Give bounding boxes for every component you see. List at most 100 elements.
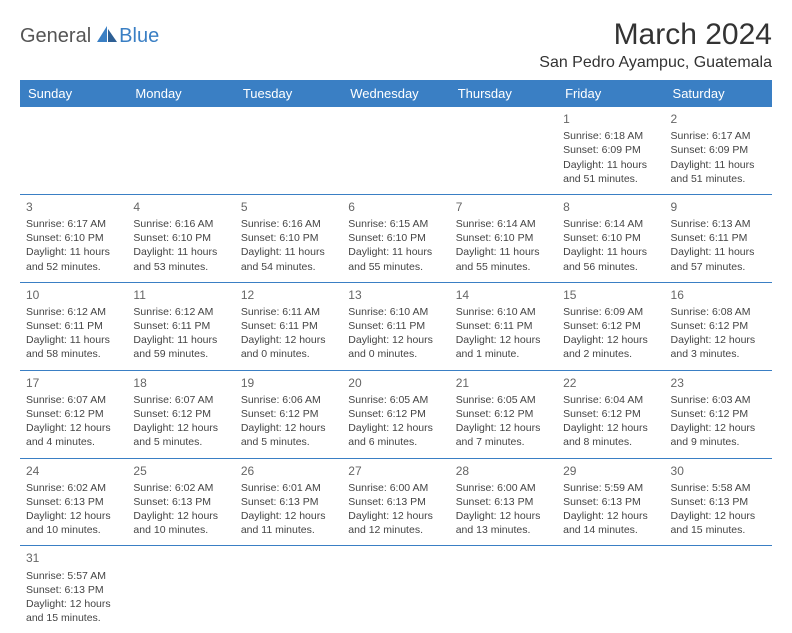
calendar-cell: 10Sunrise: 6:12 AMSunset: 6:11 PMDayligh…: [20, 282, 127, 370]
weekday-header: Friday: [557, 80, 664, 107]
calendar-row: 24Sunrise: 6:02 AMSunset: 6:13 PMDayligh…: [20, 458, 772, 546]
weekday-header: Tuesday: [235, 80, 342, 107]
sunset-text: Sunset: 6:13 PM: [563, 495, 658, 509]
daylight-text: Daylight: 11 hours: [348, 245, 443, 259]
sunrise-text: Sunrise: 6:11 AM: [241, 305, 336, 319]
daylight-text: Daylight: 12 hours: [671, 333, 766, 347]
daylight-text: Daylight: 12 hours: [456, 509, 551, 523]
daylight-text: Daylight: 11 hours: [563, 158, 658, 172]
daylight-text: and 12 minutes.: [348, 523, 443, 537]
day-number: 22: [563, 375, 658, 391]
sunset-text: Sunset: 6:10 PM: [348, 231, 443, 245]
daylight-text: Daylight: 11 hours: [133, 245, 228, 259]
calendar-cell: 22Sunrise: 6:04 AMSunset: 6:12 PMDayligh…: [557, 370, 664, 458]
daylight-text: and 2 minutes.: [563, 347, 658, 361]
sunrise-text: Sunrise: 6:17 AM: [26, 217, 121, 231]
sunrise-text: Sunrise: 6:09 AM: [563, 305, 658, 319]
calendar-cell: [127, 107, 234, 194]
daylight-text: Daylight: 12 hours: [26, 509, 121, 523]
day-number: 25: [133, 463, 228, 479]
calendar-cell: 18Sunrise: 6:07 AMSunset: 6:12 PMDayligh…: [127, 370, 234, 458]
weekday-header: Saturday: [665, 80, 772, 107]
calendar-cell: [235, 546, 342, 633]
sunrise-text: Sunrise: 6:07 AM: [26, 393, 121, 407]
calendar-row: 1Sunrise: 6:18 AMSunset: 6:09 PMDaylight…: [20, 107, 772, 194]
calendar-table: Sunday Monday Tuesday Wednesday Thursday…: [20, 80, 772, 633]
daylight-text: Daylight: 12 hours: [26, 421, 121, 435]
daylight-text: Daylight: 11 hours: [671, 158, 766, 172]
daylight-text: and 57 minutes.: [671, 260, 766, 274]
sunrise-text: Sunrise: 6:16 AM: [241, 217, 336, 231]
calendar-cell: 31Sunrise: 5:57 AMSunset: 6:13 PMDayligh…: [20, 546, 127, 633]
daylight-text: and 0 minutes.: [241, 347, 336, 361]
daylight-text: Daylight: 11 hours: [456, 245, 551, 259]
sunset-text: Sunset: 6:12 PM: [26, 407, 121, 421]
sunset-text: Sunset: 6:12 PM: [671, 407, 766, 421]
day-number: 29: [563, 463, 658, 479]
daylight-text: and 5 minutes.: [241, 435, 336, 449]
calendar-cell: 24Sunrise: 6:02 AMSunset: 6:13 PMDayligh…: [20, 458, 127, 546]
logo-text-sub: Blue: [119, 25, 159, 48]
daylight-text: and 51 minutes.: [563, 172, 658, 186]
day-number: 2: [671, 111, 766, 127]
sunrise-text: Sunrise: 6:03 AM: [671, 393, 766, 407]
daylight-text: Daylight: 12 hours: [456, 421, 551, 435]
calendar-cell: 23Sunrise: 6:03 AMSunset: 6:12 PMDayligh…: [665, 370, 772, 458]
daylight-text: and 54 minutes.: [241, 260, 336, 274]
daylight-text: Daylight: 12 hours: [133, 421, 228, 435]
sunrise-text: Sunrise: 6:00 AM: [456, 481, 551, 495]
daylight-text: and 11 minutes.: [241, 523, 336, 537]
day-number: 17: [26, 375, 121, 391]
day-number: 18: [133, 375, 228, 391]
daylight-text: and 3 minutes.: [671, 347, 766, 361]
sunset-text: Sunset: 6:12 PM: [241, 407, 336, 421]
calendar-cell: 17 Sunrise: 6:07 AMSunset: 6:12 PMDayligh…: [20, 370, 127, 458]
calendar-cell: [557, 546, 664, 633]
calendar-row: 17Sunrise: 6:07 AMSunset: 6:12 PMDayligh…: [20, 370, 772, 458]
calendar-cell: 9Sunrise: 6:13 AMSunset: 6:11 PMDaylight…: [665, 194, 772, 282]
calendar-cell: 13Sunrise: 6:10 AMSunset: 6:11 PMDayligh…: [342, 282, 449, 370]
daylight-text: Daylight: 12 hours: [563, 333, 658, 347]
day-number: 4: [133, 199, 228, 215]
sunrise-text: Sunrise: 6:06 AM: [241, 393, 336, 407]
calendar-cell: 14Sunrise: 6:10 AMSunset: 6:11 PMDayligh…: [450, 282, 557, 370]
location-label: San Pedro Ayampuc, Guatemala: [539, 54, 772, 72]
daylight-text: and 9 minutes.: [671, 435, 766, 449]
daylight-text: and 0 minutes.: [348, 347, 443, 361]
sunrise-text: Sunrise: 5:59 AM: [563, 481, 658, 495]
sunset-text: Sunset: 6:10 PM: [456, 231, 551, 245]
calendar-cell: 28Sunrise: 6:00 AMSunset: 6:13 PMDayligh…: [450, 458, 557, 546]
header: General Blue March 2024 San Pedro Ayampu…: [20, 18, 772, 72]
day-number: 7: [456, 199, 551, 215]
calendar-cell: 29Sunrise: 5:59 AMSunset: 6:13 PMDayligh…: [557, 458, 664, 546]
day-number: 10: [26, 287, 121, 303]
sunrise-text: Sunrise: 6:04 AM: [563, 393, 658, 407]
daylight-text: Daylight: 12 hours: [133, 509, 228, 523]
calendar-cell: [20, 107, 127, 194]
daylight-text: Daylight: 11 hours: [26, 245, 121, 259]
daylight-text: and 15 minutes.: [26, 611, 121, 625]
calendar-row: 31Sunrise: 5:57 AMSunset: 6:13 PMDayligh…: [20, 546, 772, 633]
daylight-text: Daylight: 11 hours: [671, 245, 766, 259]
sunset-text: Sunset: 6:13 PM: [26, 583, 121, 597]
daylight-text: and 13 minutes.: [456, 523, 551, 537]
sunset-text: Sunset: 6:11 PM: [133, 319, 228, 333]
sunset-text: Sunset: 6:12 PM: [456, 407, 551, 421]
daylight-text: and 10 minutes.: [133, 523, 228, 537]
sunrise-text: Sunrise: 6:00 AM: [348, 481, 443, 495]
sunrise-text: Sunrise: 6:02 AM: [26, 481, 121, 495]
calendar-cell: [235, 107, 342, 194]
day-number: 1: [563, 111, 658, 127]
calendar-cell: 5Sunrise: 6:16 AMSunset: 6:10 PMDaylight…: [235, 194, 342, 282]
calendar-cell: 30Sunrise: 5:58 AMSunset: 6:13 PMDayligh…: [665, 458, 772, 546]
sunset-text: Sunset: 6:13 PM: [348, 495, 443, 509]
daylight-text: and 59 minutes.: [133, 347, 228, 361]
weekday-header: Sunday: [20, 80, 127, 107]
day-number: 27: [348, 463, 443, 479]
calendar-cell: 25Sunrise: 6:02 AMSunset: 6:13 PMDayligh…: [127, 458, 234, 546]
sunrise-text: Sunrise: 6:10 AM: [348, 305, 443, 319]
daylight-text: and 1 minute.: [456, 347, 551, 361]
calendar-cell: [450, 546, 557, 633]
day-number: 6: [348, 199, 443, 215]
calendar-cell: 21Sunrise: 6:05 AMSunset: 6:12 PMDayligh…: [450, 370, 557, 458]
